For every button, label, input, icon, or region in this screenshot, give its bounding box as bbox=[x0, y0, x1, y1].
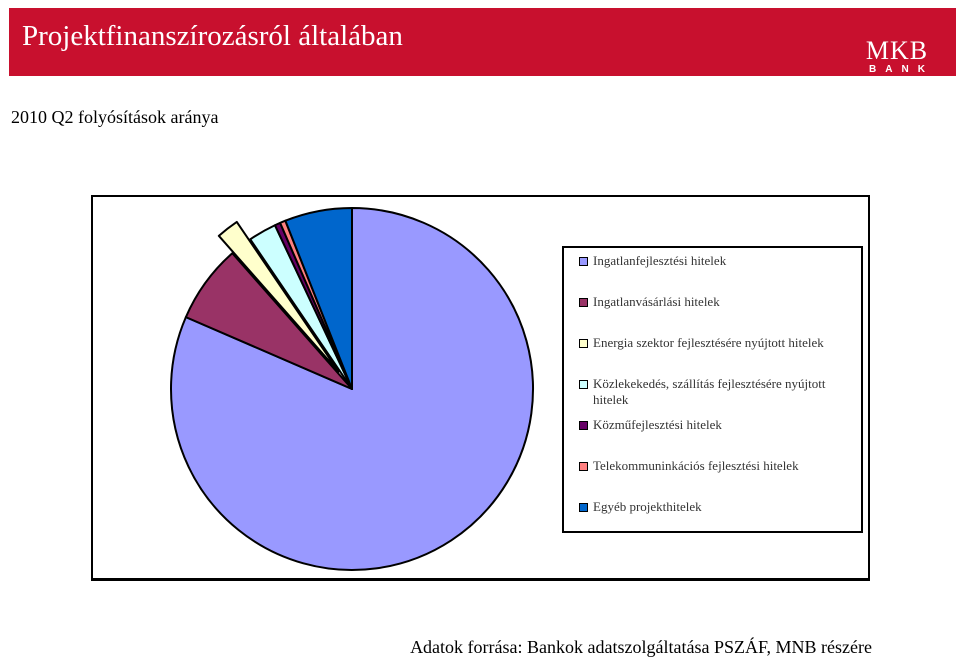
legend-item-7: Egyéb projekthitelek bbox=[579, 499, 859, 515]
mkb-bank-logo: MKB BANK bbox=[852, 38, 942, 78]
legend-label: Ingatlanfejlesztési hitelek bbox=[593, 253, 727, 268]
legend-item-4: Közlekekedés, szállítás fejlesztésére ny… bbox=[579, 376, 859, 408]
legend-label: Ingatlanvásárlási hitelek bbox=[593, 294, 720, 309]
legend-label: Energia szektor fejlesztésére nyújtott h… bbox=[593, 335, 824, 350]
legend-label: Egyéb projekthitelek bbox=[593, 499, 702, 514]
legend-label: Telekommuninkációs fejlesztési hitelek bbox=[593, 458, 799, 473]
logo-subtext: BANK bbox=[869, 64, 934, 75]
page-title: Projektfinanszírozásról általában bbox=[22, 20, 403, 52]
pie-slice-3 bbox=[217, 220, 340, 373]
legend-item-5: Közműfejlesztési hitelek bbox=[579, 417, 859, 433]
data-source-note: Adatok forrása: Bankok adatszolgáltatása… bbox=[410, 637, 872, 657]
legend-swatch bbox=[579, 503, 588, 512]
legend-swatch bbox=[579, 380, 588, 389]
pie-slice-7 bbox=[284, 207, 353, 390]
legend-item-2: Ingatlanvásárlási hitelek bbox=[579, 294, 859, 310]
pie-slice-2 bbox=[184, 252, 353, 390]
legend-swatch bbox=[579, 462, 588, 471]
legend-item-6: Telekommuninkációs fejlesztési hitelek bbox=[579, 458, 859, 474]
legend-label: Közműfejlesztési hitelek bbox=[593, 417, 722, 432]
legend-swatch bbox=[579, 257, 588, 266]
header-bar: Projektfinanszírozásról általában MKB BA… bbox=[9, 8, 956, 76]
legend-swatch bbox=[579, 421, 588, 430]
logo-text: MKB bbox=[865, 36, 929, 65]
legend-item-3: Energia szektor fejlesztésére nyújtott h… bbox=[579, 335, 859, 351]
legend-label: Közlekekedés, szállítás fejlesztésére ny… bbox=[593, 376, 826, 407]
legend-swatch bbox=[579, 298, 588, 307]
chart-legend: Ingatlanfejlesztési hitelek Ingatlanvásár… bbox=[562, 246, 863, 533]
legend-swatch bbox=[579, 339, 588, 348]
legend-item-1: Ingatlanfejlesztési hitelek bbox=[579, 253, 859, 269]
chart-frame bbox=[91, 195, 870, 581]
chart-subtitle: 2010 Q2 folyósítások aránya bbox=[11, 107, 219, 127]
